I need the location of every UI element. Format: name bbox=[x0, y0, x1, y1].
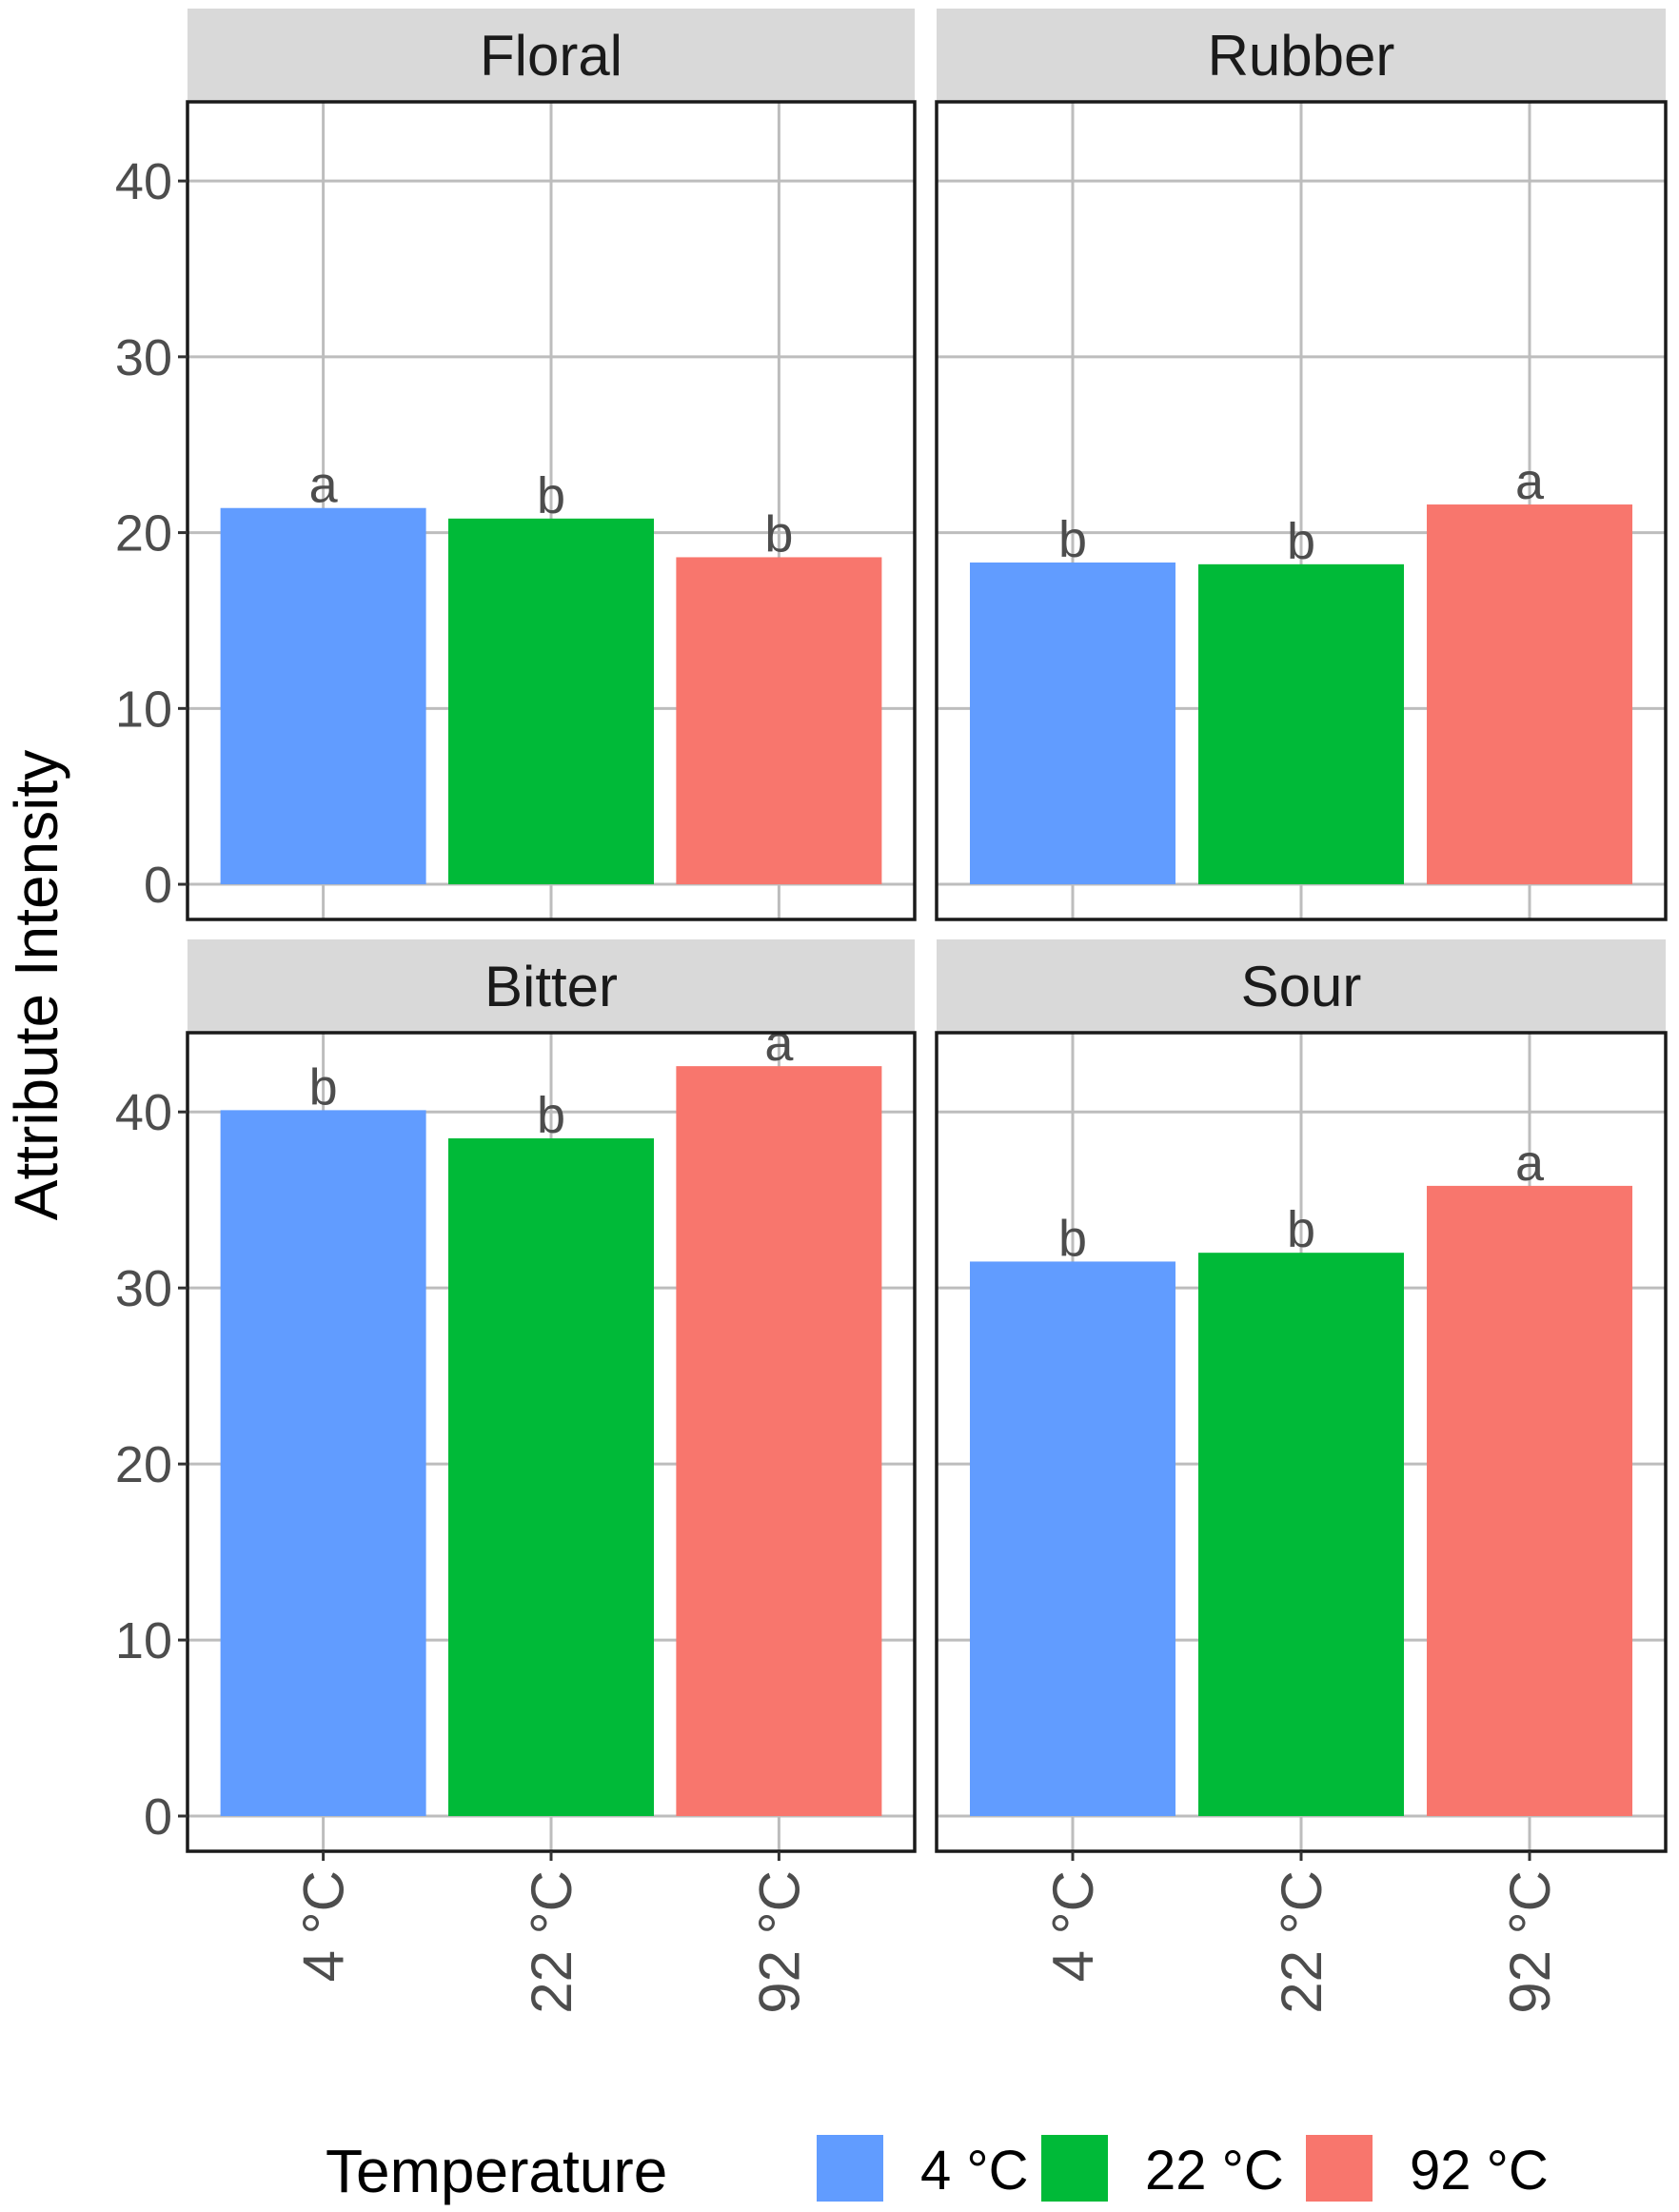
sig-letter-bitter-2: b bbox=[537, 1087, 565, 1144]
sig-letter-sour-1: b bbox=[1058, 1210, 1087, 1267]
y-tick-label-10: 10 bbox=[115, 1612, 172, 1669]
x-tick-label-1: 4 °C bbox=[1041, 1870, 1105, 1982]
legend: Temperature 4 °C 22 °C 92 °C bbox=[326, 2135, 1549, 2205]
y-tick-label-0: 0 bbox=[144, 857, 172, 914]
sig-letter-floral-1: a bbox=[309, 457, 339, 514]
y-tick-label-40: 40 bbox=[115, 1084, 172, 1141]
facet-rubber: Rubber b b a bbox=[935, 9, 1668, 921]
panel-border bbox=[186, 100, 917, 921]
legend-label-1: 4 °C bbox=[920, 2140, 1028, 2202]
bar-bitter-2 bbox=[448, 1137, 654, 1817]
bar-sour-3 bbox=[1427, 1185, 1633, 1817]
y-tick-label-0: 0 bbox=[144, 1788, 172, 1846]
x-tick-label-3: 92 °C bbox=[1498, 1870, 1562, 2014]
bar-rubber-1 bbox=[969, 562, 1175, 885]
sig-letter-rubber-3: a bbox=[1515, 453, 1545, 510]
sig-letter-floral-2: b bbox=[537, 467, 565, 524]
facet-strip-sour bbox=[937, 939, 1666, 1033]
facet-title-sour: Sour bbox=[1241, 955, 1362, 1018]
y-tick-label-40: 40 bbox=[115, 153, 172, 210]
facet-strip-floral bbox=[188, 9, 915, 102]
x-tick-label-1: 4 °C bbox=[292, 1870, 356, 1982]
bar-floral-1 bbox=[220, 507, 426, 885]
x-tick-label-2: 22 °C bbox=[1270, 1870, 1333, 2014]
y-axis-title: Attribute Intensity bbox=[2, 750, 70, 1220]
bar-sour-1 bbox=[969, 1261, 1175, 1817]
sig-letter-bitter-1: b bbox=[309, 1058, 338, 1116]
sig-letter-sour-2: b bbox=[1287, 1201, 1315, 1258]
bar-bitter-3 bbox=[676, 1066, 882, 1817]
facet-title-floral: Floral bbox=[480, 24, 622, 88]
bar-floral-2 bbox=[448, 518, 654, 885]
y-tick-label-20: 20 bbox=[115, 505, 172, 563]
panel-border bbox=[935, 100, 1668, 921]
facet-panels: Floral a b b 0 10 20 30 40 Rubber b b a Bitter b b a 0 10 2… bbox=[115, 9, 1668, 2014]
bar-rubber-2 bbox=[1198, 563, 1404, 885]
x-tick-label-2: 22 °C bbox=[520, 1870, 583, 2014]
bar-bitter-1 bbox=[220, 1110, 426, 1817]
facet-title-bitter: Bitter bbox=[484, 955, 618, 1018]
sig-letter-floral-3: b bbox=[764, 505, 793, 563]
sig-letter-bitter-3: a bbox=[764, 1015, 794, 1072]
legend-key-2 bbox=[1041, 2135, 1108, 2202]
facet-strip-rubber bbox=[937, 9, 1666, 102]
bar-rubber-3 bbox=[1427, 504, 1633, 885]
facet-sour: Sour b b a 4 °C 22 °C 92 °C bbox=[935, 939, 1668, 2014]
y-tick-label-30: 30 bbox=[115, 1260, 172, 1317]
facet-title-rubber: Rubber bbox=[1208, 24, 1395, 88]
sig-letter-rubber-1: b bbox=[1058, 511, 1087, 568]
x-tick-label-3: 92 °C bbox=[747, 1870, 811, 2014]
legend-label-3: 92 °C bbox=[1410, 2140, 1549, 2202]
legend-key-3 bbox=[1306, 2135, 1373, 2202]
legend-title: Temperature bbox=[326, 2137, 667, 2205]
facet-strip-bitter bbox=[188, 939, 915, 1033]
bar-floral-3 bbox=[676, 557, 882, 885]
y-tick-label-10: 10 bbox=[115, 681, 172, 738]
sig-letter-rubber-2: b bbox=[1287, 513, 1315, 570]
y-tick-label-20: 20 bbox=[115, 1436, 172, 1493]
facet-bitter: Bitter b b a 0 10 20 30 40 4 °C 22 °C 92 °C bbox=[115, 939, 917, 2014]
sig-letter-sour-3: a bbox=[1515, 1135, 1545, 1192]
bar-sour-2 bbox=[1198, 1253, 1404, 1817]
legend-key-1 bbox=[817, 2135, 883, 2202]
y-tick-label-30: 30 bbox=[115, 329, 172, 386]
facet-floral: Floral a b b 0 10 20 30 40 bbox=[115, 9, 917, 921]
legend-label-2: 22 °C bbox=[1145, 2140, 1284, 2202]
